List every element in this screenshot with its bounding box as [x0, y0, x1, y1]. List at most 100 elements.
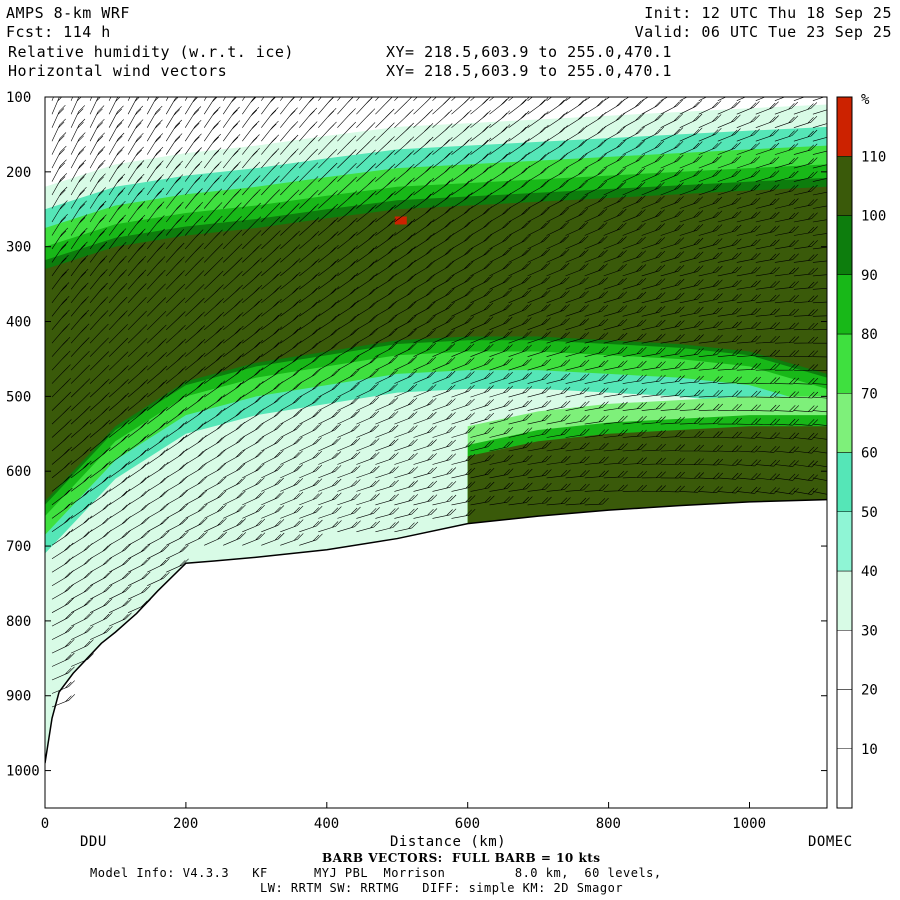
wind-barb	[166, 503, 189, 519]
wind-barb	[51, 268, 69, 290]
model-info-2: LW: RRTM SW: RRTMG DIFF: simple KM: 2D S…	[260, 881, 624, 895]
wind-barb	[679, 292, 704, 304]
wind-barb	[70, 146, 86, 169]
wind-barb	[375, 232, 397, 250]
wind-barb	[584, 359, 609, 371]
wind-barb	[508, 454, 533, 465]
wind-barb	[185, 325, 206, 344]
wind-barb	[108, 160, 125, 182]
wind-barb	[470, 261, 493, 277]
wind-barb	[451, 206, 473, 223]
wind-barb	[147, 544, 170, 560]
wind-barb	[89, 296, 109, 317]
wind-barb	[165, 215, 184, 236]
wind-barb	[584, 428, 609, 438]
wind-barb	[394, 521, 419, 533]
wind-barb	[184, 119, 202, 142]
wind-barb	[222, 188, 242, 209]
wind-barb	[413, 246, 435, 263]
wind-barb	[641, 361, 666, 371]
wind-barb	[698, 403, 724, 411]
wind-barb	[470, 481, 495, 492]
wind-barb	[470, 288, 494, 304]
wind-barb	[299, 217, 320, 236]
wind-barb	[660, 389, 685, 398]
wind-barb	[280, 464, 303, 479]
wind-barb	[394, 438, 418, 452]
wind-barb	[622, 484, 647, 492]
wind-barb	[565, 166, 588, 182]
wind-barb	[223, 380, 245, 398]
wind-barb	[698, 155, 722, 169]
wind-barb	[565, 221, 589, 236]
wind-barb	[146, 228, 165, 250]
wind-barb	[622, 250, 647, 263]
wind-barb	[166, 531, 189, 546]
wind-barb	[679, 182, 703, 196]
wind-barb	[394, 315, 417, 331]
wind-barb	[508, 207, 531, 223]
wind-barb	[793, 184, 818, 196]
wind-barb	[432, 453, 457, 465]
wind-barb	[337, 286, 359, 304]
wind-barb	[641, 264, 666, 277]
wind-barb	[89, 118, 105, 142]
wind-barb	[679, 361, 704, 371]
wind-barb	[755, 404, 781, 412]
wind-barb	[185, 380, 206, 398]
wind-barb	[375, 218, 397, 236]
wind-barb	[679, 97, 688, 101]
wind-barb	[70, 227, 88, 250]
wind-barb	[812, 164, 827, 169]
wind-barb	[242, 339, 264, 357]
wind-barb	[51, 118, 66, 142]
wind-barb	[489, 454, 514, 465]
wind-barb	[299, 533, 323, 546]
wind-barb	[641, 443, 666, 452]
wind-barb	[108, 433, 130, 452]
wind-barb	[203, 256, 224, 277]
wind-barb	[660, 320, 685, 331]
wind-barb	[774, 377, 800, 385]
wind-barb	[584, 470, 609, 479]
wind-barb	[489, 316, 513, 331]
wind-barb	[108, 283, 128, 303]
wind-barb	[375, 314, 398, 331]
wind-barb	[717, 142, 741, 155]
wind-barb	[51, 145, 67, 169]
wind-barb	[432, 205, 454, 223]
wind-barb	[165, 97, 169, 101]
wind-barb	[89, 337, 109, 357]
wind-barb	[565, 400, 590, 411]
wind-barb	[432, 109, 453, 128]
wind-barb	[793, 171, 818, 182]
wind-barb	[812, 383, 827, 385]
wind-barb	[261, 97, 265, 101]
wind-barb	[717, 266, 742, 277]
wind-barb	[242, 477, 265, 492]
wind-barb	[108, 557, 132, 573]
wind-barb	[108, 488, 131, 506]
wind-barb	[318, 451, 342, 465]
wind-barb	[356, 259, 378, 277]
wind-barb	[51, 97, 63, 115]
x-tick-label: 1000	[732, 816, 766, 832]
wind-barb	[51, 227, 69, 250]
wind-barb	[717, 445, 743, 452]
wind-barb	[280, 121, 299, 142]
wind-barb	[432, 412, 456, 425]
wind-barb	[337, 259, 359, 277]
wind-barb	[261, 120, 279, 142]
wind-barb	[793, 473, 818, 482]
wind-barb	[527, 138, 549, 155]
wind-barb	[89, 406, 110, 425]
wind-barb	[432, 494, 457, 506]
wind-barb	[356, 286, 378, 304]
wind-barb	[774, 322, 800, 331]
wind-barb	[470, 165, 492, 182]
wind-barb	[793, 212, 818, 223]
wind-barb	[394, 218, 416, 236]
wind-barb	[242, 381, 264, 398]
wind-barb	[318, 162, 338, 182]
wind-barb	[546, 317, 570, 331]
